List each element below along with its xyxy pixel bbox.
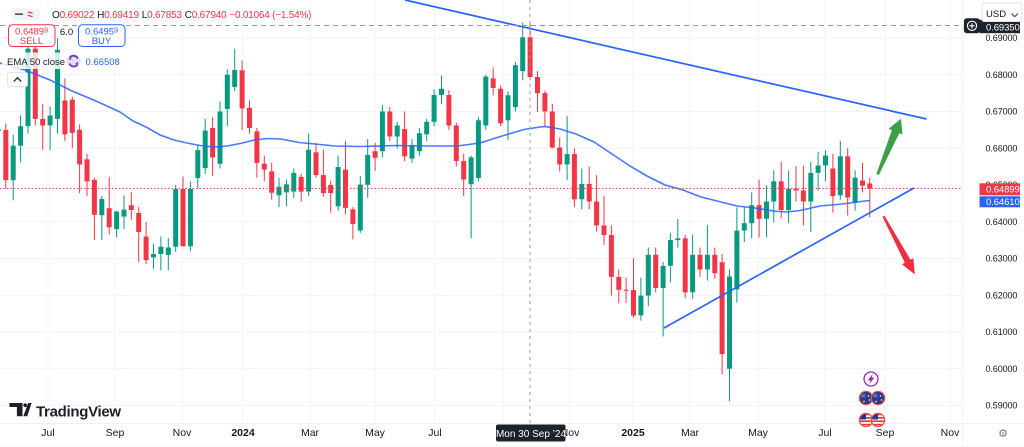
svg-text:Mar: Mar bbox=[301, 427, 320, 439]
svg-text:0.64000: 0.64000 bbox=[986, 217, 1018, 227]
svg-text:Mar: Mar bbox=[681, 427, 700, 439]
svg-text:0.60000: 0.60000 bbox=[986, 364, 1018, 374]
svg-text:SELL: SELL bbox=[20, 36, 43, 47]
svg-text:Sep: Sep bbox=[876, 427, 895, 439]
svg-text:Nov: Nov bbox=[173, 427, 192, 439]
svg-text:0.66508: 0.66508 bbox=[86, 57, 120, 68]
svg-text:0.64899: 0.64899 bbox=[986, 185, 1020, 196]
svg-text:0.62000: 0.62000 bbox=[986, 291, 1018, 301]
svg-text:BUY: BUY bbox=[92, 36, 112, 47]
svg-text:Jul: Jul bbox=[818, 427, 831, 439]
svg-text:EMA 50 close: EMA 50 close bbox=[7, 57, 65, 68]
svg-text:0.64610: 0.64610 bbox=[986, 197, 1020, 208]
svg-text:2024: 2024 bbox=[231, 427, 255, 439]
svg-text:0.63000: 0.63000 bbox=[986, 254, 1018, 264]
svg-text:Nov: Nov bbox=[941, 427, 960, 439]
svg-text:6.0: 6.0 bbox=[60, 27, 73, 38]
svg-text:Jul: Jul bbox=[428, 427, 441, 439]
svg-text:TradingView: TradingView bbox=[36, 403, 121, 420]
svg-text:USD: USD bbox=[986, 9, 1006, 20]
svg-text:0.69000: 0.69000 bbox=[986, 33, 1018, 43]
svg-text:Mon 30 Sep ’24: Mon 30 Sep ’24 bbox=[496, 429, 566, 440]
svg-text:0.64899: 0.64899 bbox=[15, 27, 48, 38]
svg-text:0.64959: 0.64959 bbox=[85, 27, 118, 38]
svg-text:0.61000: 0.61000 bbox=[986, 327, 1018, 337]
svg-text:2025: 2025 bbox=[621, 427, 645, 439]
svg-text:0.69350: 0.69350 bbox=[986, 23, 1020, 34]
svg-text:0.59000: 0.59000 bbox=[986, 401, 1018, 411]
svg-text:0.67000: 0.67000 bbox=[986, 107, 1018, 117]
svg-text:May: May bbox=[748, 427, 769, 439]
svg-text:Nov: Nov bbox=[561, 427, 580, 439]
svg-text:Jul: Jul bbox=[41, 427, 54, 439]
svg-text:Sep: Sep bbox=[106, 427, 125, 439]
svg-text:⚙: ⚙ bbox=[998, 428, 1008, 440]
svg-text:0.66000: 0.66000 bbox=[986, 144, 1018, 154]
svg-text:0.68000: 0.68000 bbox=[986, 70, 1018, 80]
svg-text:May: May bbox=[365, 427, 386, 439]
